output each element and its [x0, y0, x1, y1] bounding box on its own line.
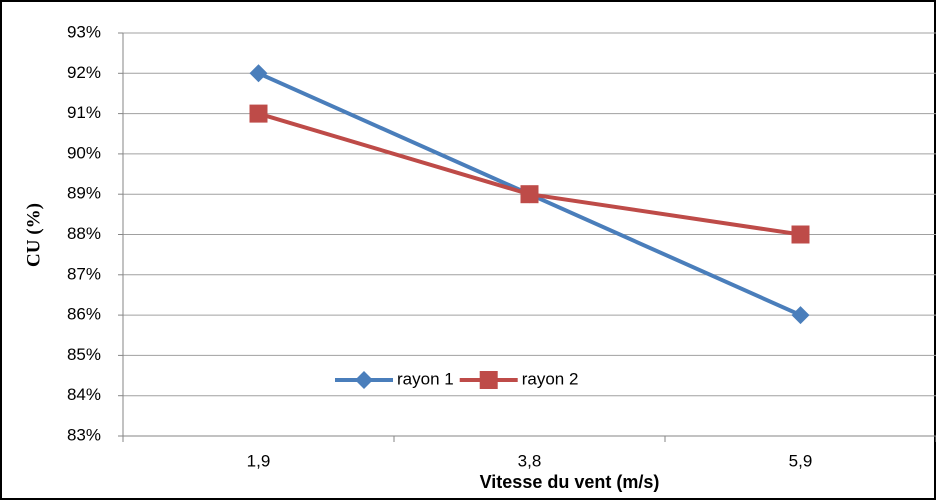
- legend-label: rayon 1: [397, 369, 454, 388]
- x-tick-label: 5,9: [789, 451, 813, 470]
- y-tick-label: 89%: [67, 184, 101, 203]
- y-tick-label: 91%: [67, 103, 101, 122]
- x-axis-label: Vitesse du vent (m/s): [480, 472, 660, 492]
- legend-marker: [479, 371, 498, 389]
- y-tick-label: 92%: [67, 63, 101, 82]
- legend-item: rayon 2: [459, 369, 579, 389]
- data-point: [249, 104, 268, 123]
- legend-marker: [355, 371, 373, 389]
- x-tick-label: 3,8: [518, 451, 542, 470]
- y-tick-label: 84%: [67, 385, 101, 404]
- legend-item: rayon 1: [335, 369, 454, 389]
- data-point: [791, 225, 810, 244]
- data-point: [791, 306, 810, 325]
- y-tick-label: 88%: [67, 224, 101, 243]
- y-tick-label: 90%: [67, 143, 101, 162]
- x-tick-label: 1,9: [247, 451, 271, 470]
- data-point: [520, 185, 539, 204]
- data-point: [249, 64, 268, 83]
- y-tick-label: 87%: [67, 264, 101, 283]
- y-tick-label: 83%: [67, 425, 101, 444]
- y-tick-label: 93%: [67, 22, 101, 41]
- y-axis-label: CU (%): [23, 203, 44, 267]
- y-tick-label: 85%: [67, 345, 101, 364]
- legend-label: rayon 2: [522, 369, 579, 388]
- y-tick-label: 86%: [67, 305, 101, 324]
